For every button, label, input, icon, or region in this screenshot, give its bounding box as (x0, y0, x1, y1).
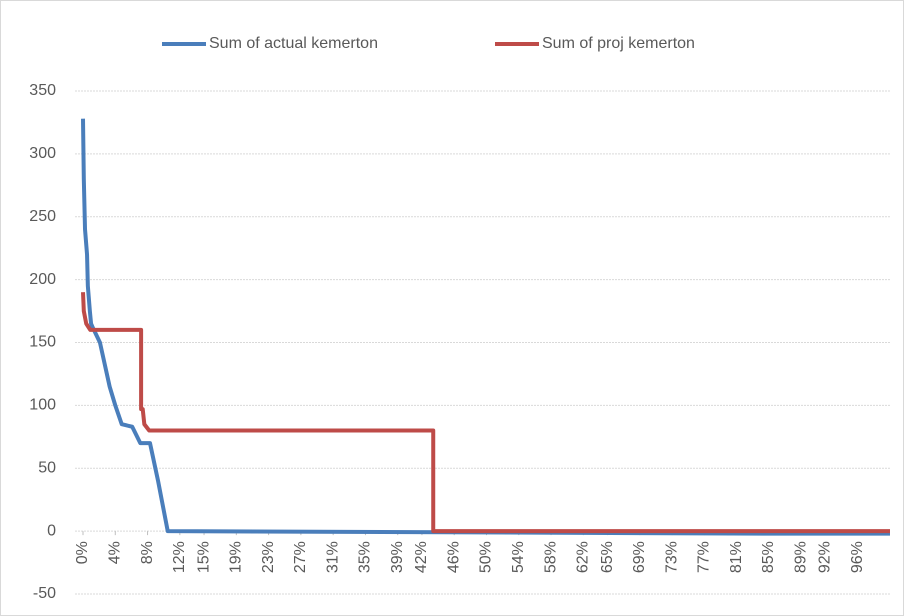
x-tick-label: 19% (228, 541, 245, 573)
x-tick-label: 65% (599, 541, 616, 573)
y-tick-label: 350 (29, 82, 56, 99)
line (81, 292, 890, 534)
x-tick-label: 23% (260, 541, 277, 573)
x-tick-label: 96% (849, 541, 866, 573)
x-tick-label: 46% (445, 541, 462, 573)
x-tick-label: 39% (389, 541, 406, 573)
x-tick-label: 31% (324, 541, 341, 573)
line (81, 118, 890, 536)
x-tick-label: 54% (510, 541, 527, 573)
x-tick-label: 35% (357, 541, 374, 573)
y-tick-label: 250 (29, 208, 56, 225)
x-tick-label: 81% (728, 541, 745, 573)
x-tick-label: 42% (413, 541, 430, 573)
x-tick-label: 8% (139, 541, 156, 564)
x-tick-label: 12% (171, 541, 188, 573)
x-tick-label: 69% (631, 541, 648, 573)
x-tick-label: 89% (792, 541, 809, 573)
x-tick-label: 27% (292, 541, 309, 573)
x-tick-label: 50% (478, 541, 495, 573)
y-tick-label: 150 (29, 334, 56, 351)
x-tick-label: 77% (696, 541, 713, 573)
y-tick-label: 50 (38, 459, 56, 476)
x-tick-label: 58% (542, 541, 559, 573)
legend-label: Sum of actual kemerton (209, 35, 378, 52)
y-tick-label: 300 (29, 145, 56, 162)
x-tick-label: 0% (74, 541, 91, 564)
y-tick-label: -50 (33, 585, 56, 602)
y-tick-label: 0 (47, 522, 56, 539)
x-tick-label: 73% (663, 541, 680, 573)
legend-label: Sum of proj kemerton (542, 35, 695, 52)
x-tick-label: 15% (195, 541, 212, 573)
y-tick-label: 100 (29, 397, 56, 414)
x-tick-label: 85% (760, 541, 777, 573)
y-tick-label: 200 (29, 271, 56, 288)
x-tick-label: 62% (575, 541, 592, 573)
x-tick-label: 92% (817, 541, 834, 573)
x-tick-label: 4% (106, 541, 123, 564)
